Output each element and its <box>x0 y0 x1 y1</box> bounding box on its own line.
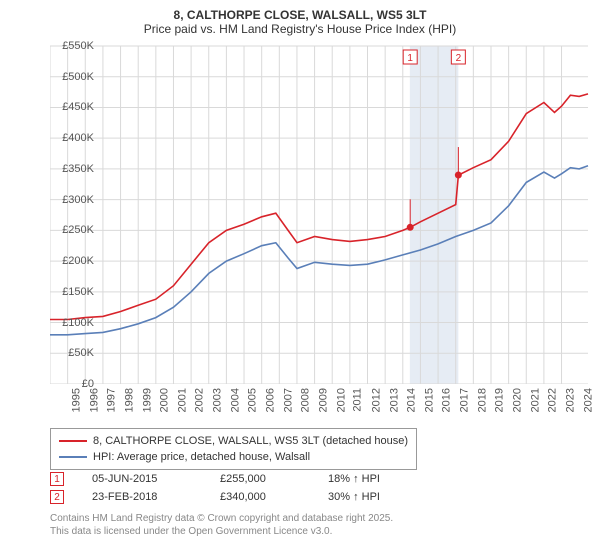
x-axis-tick-label: 2013 <box>388 388 400 412</box>
x-axis-tick-label: 2009 <box>317 388 329 412</box>
sale-markers-table: 1 05-JUN-2015 £255,000 18% ↑ HPI 2 23-FE… <box>50 470 418 506</box>
y-axis-tick-label: £100K <box>50 317 94 329</box>
sale-price: £340,000 <box>220 491 300 503</box>
legend-label: 8, CALTHORPE CLOSE, WALSALL, WS5 3LT (de… <box>93 435 408 447</box>
marker-number-box: 1 <box>50 472 64 486</box>
x-axis-tick-label: 2014 <box>406 388 418 412</box>
marker-number-box: 2 <box>50 490 64 504</box>
x-axis-tick-label: 2007 <box>282 388 294 412</box>
chart-title-line1: 8, CALTHORPE CLOSE, WALSALL, WS5 3LT <box>0 8 600 22</box>
footer-line2: This data is licensed under the Open Gov… <box>50 525 393 538</box>
x-axis-tick-label: 2011 <box>352 388 364 412</box>
x-axis-tick-label: 2018 <box>476 388 488 412</box>
x-axis-tick-label: 2005 <box>247 388 259 412</box>
legend-item: 8, CALTHORPE CLOSE, WALSALL, WS5 3LT (de… <box>59 433 408 449</box>
y-axis-tick-label: £350K <box>50 163 94 175</box>
y-axis-tick-label: £250K <box>50 224 94 236</box>
chart-title-block: 8, CALTHORPE CLOSE, WALSALL, WS5 3LT Pri… <box>0 0 600 40</box>
x-axis-tick-label: 1997 <box>106 388 118 412</box>
svg-text:2: 2 <box>456 53 462 64</box>
x-axis-tick-label: 1999 <box>141 388 153 412</box>
table-row: 1 05-JUN-2015 £255,000 18% ↑ HPI <box>50 470 418 488</box>
y-axis-tick-label: £450K <box>50 101 94 113</box>
y-axis-tick-label: £500K <box>50 71 94 83</box>
legend-swatch <box>59 456 87 458</box>
x-axis-tick-label: 2022 <box>547 388 559 412</box>
x-axis-tick-label: 2012 <box>370 388 382 412</box>
footer-line1: Contains HM Land Registry data © Crown c… <box>50 512 393 525</box>
footer-attribution: Contains HM Land Registry data © Crown c… <box>50 512 393 538</box>
svg-text:1: 1 <box>407 53 413 64</box>
x-axis-tick-label: 2023 <box>564 388 576 412</box>
sale-date: 23-FEB-2018 <box>92 491 192 503</box>
x-axis-tick-label: 2006 <box>265 388 277 412</box>
line-chart-svg: 12 <box>50 44 590 384</box>
sale-price: £255,000 <box>220 473 300 485</box>
x-axis-tick-label: 2020 <box>511 388 523 412</box>
x-axis-tick-label: 2010 <box>335 388 347 412</box>
y-axis-tick-label: £550K <box>50 40 94 52</box>
sale-vs-hpi: 30% ↑ HPI <box>328 491 418 503</box>
table-row: 2 23-FEB-2018 £340,000 30% ↑ HPI <box>50 488 418 506</box>
sale-date: 05-JUN-2015 <box>92 473 192 485</box>
legend-swatch <box>59 440 87 442</box>
y-axis-tick-label: £200K <box>50 255 94 267</box>
chart-area: 12 £0£50K£100K£150K£200K£250K£300K£350K£… <box>50 44 590 384</box>
y-axis-tick-label: £300K <box>50 194 94 206</box>
legend-label: HPI: Average price, detached house, Wals… <box>93 451 310 463</box>
x-axis-tick-label: 1998 <box>123 388 135 412</box>
x-axis-tick-label: 2004 <box>229 388 241 412</box>
x-axis-tick-label: 2016 <box>441 388 453 412</box>
sale-vs-hpi: 18% ↑ HPI <box>328 473 418 485</box>
x-axis-tick-label: 2024 <box>582 388 594 412</box>
x-axis-tick-label: 2008 <box>300 388 312 412</box>
x-axis-tick-label: 2003 <box>212 388 224 412</box>
x-axis-tick-label: 2017 <box>459 388 471 412</box>
y-axis-tick-label: £50K <box>50 347 94 359</box>
y-axis-tick-label: £400K <box>50 132 94 144</box>
x-axis-tick-label: 2000 <box>159 388 171 412</box>
legend-item: HPI: Average price, detached house, Wals… <box>59 449 408 465</box>
x-axis-tick-label: 2015 <box>423 388 435 412</box>
x-axis-tick-label: 2002 <box>194 388 206 412</box>
x-axis-tick-label: 2001 <box>176 388 188 412</box>
chart-title-line2: Price paid vs. HM Land Registry's House … <box>0 22 600 36</box>
x-axis-tick-label: 1996 <box>88 388 100 412</box>
legend-box: 8, CALTHORPE CLOSE, WALSALL, WS5 3LT (de… <box>50 428 417 470</box>
y-axis-tick-label: £150K <box>50 286 94 298</box>
x-axis-tick-label: 2019 <box>494 388 506 412</box>
x-axis-tick-label: 1995 <box>70 388 82 412</box>
x-axis-tick-label: 2021 <box>529 388 541 412</box>
